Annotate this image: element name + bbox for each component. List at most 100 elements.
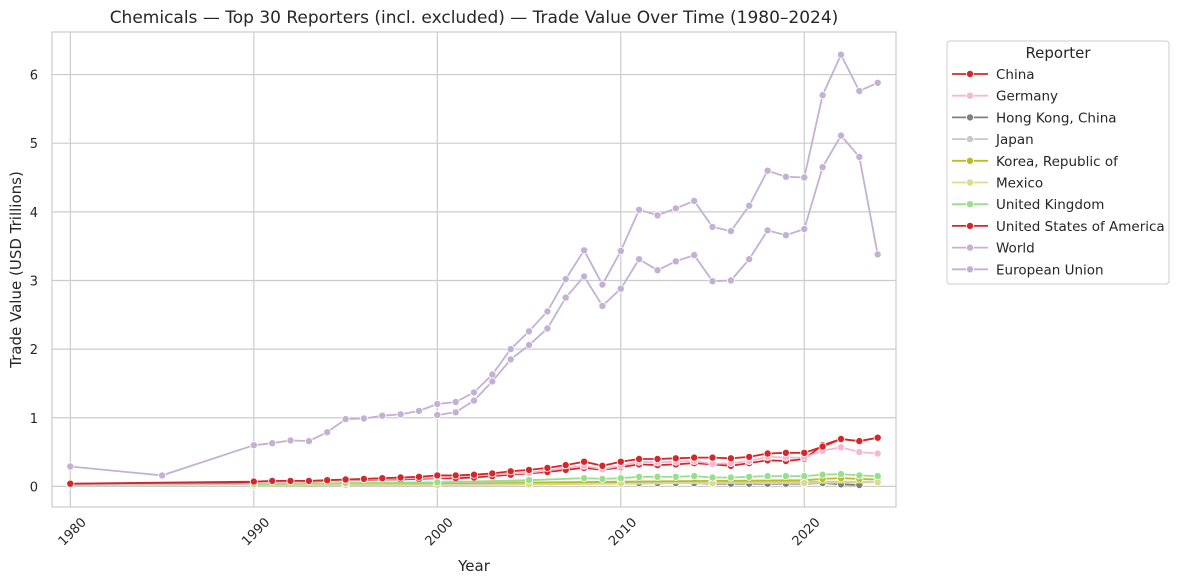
data-point bbox=[855, 437, 864, 446]
data-point bbox=[873, 78, 882, 87]
data-point bbox=[341, 475, 350, 484]
data-point bbox=[708, 473, 717, 482]
series-united-states-of-america bbox=[66, 433, 882, 488]
legend-marker bbox=[966, 243, 975, 252]
data-point bbox=[616, 246, 625, 255]
data-point bbox=[469, 388, 478, 397]
data-point bbox=[855, 471, 864, 480]
legend-item: Hong Kong, China bbox=[952, 110, 1117, 126]
data-point bbox=[726, 227, 735, 236]
data-point bbox=[359, 414, 368, 423]
data-point bbox=[414, 406, 423, 415]
data-point bbox=[580, 246, 589, 255]
data-point bbox=[800, 448, 809, 457]
legend-item: United Kingdom bbox=[952, 197, 1104, 213]
legend-item: World bbox=[952, 241, 1035, 257]
data-point bbox=[745, 255, 754, 264]
data-point bbox=[763, 472, 772, 481]
data-point bbox=[66, 462, 75, 471]
data-point bbox=[818, 442, 827, 451]
x-tick-label: 1980 bbox=[56, 515, 90, 549]
data-point bbox=[873, 250, 882, 259]
legend: Reporter China Germany Hong Kong, China Jap… bbox=[946, 40, 1170, 285]
series-line-mexico bbox=[253, 481, 878, 487]
legend-title: Reporter bbox=[1025, 44, 1091, 62]
y-tick-label: 5 bbox=[30, 137, 38, 152]
data-point bbox=[249, 477, 258, 486]
data-point bbox=[323, 476, 332, 485]
legend-item: Mexico bbox=[952, 176, 1043, 192]
legend-item: Germany bbox=[952, 89, 1058, 105]
legend-marker bbox=[966, 178, 975, 187]
data-point bbox=[818, 91, 827, 100]
legend-marker bbox=[966, 70, 975, 79]
data-point bbox=[598, 301, 607, 310]
data-point bbox=[635, 255, 644, 264]
data-point bbox=[616, 457, 625, 466]
data-point bbox=[745, 201, 754, 210]
data-point bbox=[433, 478, 442, 487]
legend-box bbox=[946, 40, 1170, 285]
data-point bbox=[543, 324, 552, 333]
data-point bbox=[781, 448, 790, 457]
data-point bbox=[488, 377, 497, 386]
data-point bbox=[506, 355, 515, 364]
data-point bbox=[818, 470, 827, 479]
data-point bbox=[506, 345, 515, 354]
legend-marker bbox=[966, 265, 975, 274]
data-point bbox=[745, 472, 754, 481]
data-point bbox=[598, 280, 607, 289]
legend-marker bbox=[966, 91, 975, 100]
data-point bbox=[469, 470, 478, 479]
data-point bbox=[304, 476, 313, 485]
data-point bbox=[837, 470, 846, 479]
data-point bbox=[873, 433, 882, 442]
data-point bbox=[598, 474, 607, 483]
data-point bbox=[451, 397, 460, 406]
data-point bbox=[66, 479, 75, 488]
y-tick-label: 4 bbox=[30, 206, 38, 221]
x-tick-label: 2020 bbox=[790, 515, 824, 549]
data-point bbox=[506, 467, 515, 476]
plot-area bbox=[51, 31, 897, 508]
legend-marker bbox=[966, 221, 975, 230]
data-point bbox=[855, 448, 864, 457]
data-point bbox=[396, 473, 405, 482]
data-point bbox=[249, 441, 258, 450]
data-point bbox=[635, 472, 644, 481]
series-united-kingdom bbox=[249, 470, 882, 489]
data-point bbox=[561, 275, 570, 284]
data-point bbox=[800, 478, 809, 487]
data-point bbox=[800, 472, 809, 481]
data-point bbox=[708, 222, 717, 231]
data-point bbox=[525, 476, 534, 485]
data-point bbox=[543, 463, 552, 472]
y-tick-label: 6 bbox=[30, 69, 38, 84]
data-point bbox=[726, 473, 735, 482]
data-point bbox=[671, 257, 680, 266]
data-point bbox=[873, 449, 882, 458]
data-point bbox=[653, 266, 662, 275]
data-point bbox=[469, 396, 478, 405]
data-point bbox=[488, 469, 497, 478]
legend-item: United States of America bbox=[952, 219, 1165, 235]
data-point bbox=[341, 415, 350, 424]
data-point bbox=[635, 205, 644, 214]
data-point bbox=[286, 436, 295, 445]
legend-item: China bbox=[952, 67, 1035, 83]
legend-items: China Germany Hong Kong, China Japan Korea, … bbox=[952, 67, 1165, 278]
x-tick-label: 2000 bbox=[423, 515, 457, 549]
legend-label: United States of America bbox=[996, 219, 1165, 235]
legend-label: World bbox=[996, 241, 1035, 257]
data-point bbox=[580, 272, 589, 281]
data-point bbox=[525, 340, 534, 349]
data-point bbox=[763, 166, 772, 175]
y-axis-label: Trade Value (USD Trillions) bbox=[7, 171, 25, 369]
data-point bbox=[451, 471, 460, 480]
legend-label: Hong Kong, China bbox=[996, 110, 1117, 126]
grid bbox=[52, 32, 896, 507]
legend-marker bbox=[966, 156, 975, 165]
legend-marker bbox=[966, 135, 975, 144]
data-point bbox=[708, 453, 717, 462]
data-point bbox=[433, 471, 442, 480]
